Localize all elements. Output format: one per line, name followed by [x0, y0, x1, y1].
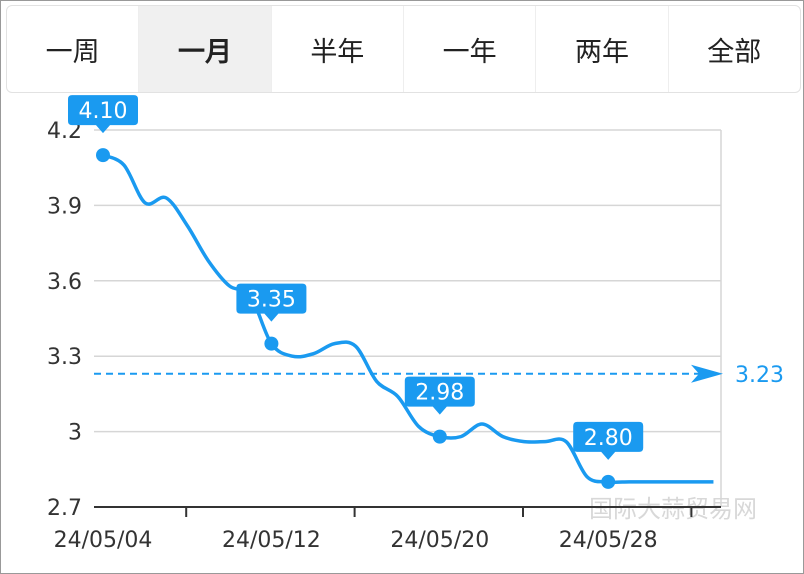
x-tick-label: 24/05/12 — [222, 528, 321, 553]
x-tick-label: 24/05/04 — [54, 528, 153, 553]
tab[interactable]: 一月 — [138, 6, 271, 92]
data-label-box — [573, 421, 644, 460]
tab[interactable]: 一周 — [45, 36, 100, 68]
y-tick-label: 3.6 — [47, 270, 82, 295]
y-tick-label: 3.3 — [47, 345, 82, 370]
data-label: 2.80 — [584, 426, 633, 451]
data-label: 3.35 — [247, 288, 296, 313]
x-tick-label: 24/05/20 — [390, 528, 489, 553]
tab[interactable]: 两年 — [535, 6, 667, 92]
tab[interactable]: 半年 — [270, 6, 403, 92]
y-tick-label: 3 — [68, 421, 82, 446]
y-tick-label: 3.9 — [47, 194, 82, 219]
x-tick-label: 24/05/28 — [559, 528, 658, 553]
y-tick-label: 2.7 — [47, 496, 82, 521]
point — [432, 429, 447, 444]
tab[interactable]: 一年 — [402, 6, 535, 92]
reference-label: 3.23 — [735, 363, 784, 388]
reference-arrow — [691, 364, 723, 383]
data-label-box — [404, 376, 475, 415]
data-label: 2.98 — [415, 381, 464, 406]
point — [264, 336, 279, 351]
tab-bar: 一周 一月 半年 一年 两年 全部 — [6, 5, 801, 93]
data-label-box — [236, 283, 307, 322]
data-label: 4.10 — [79, 99, 128, 124]
point — [96, 148, 110, 163]
data-label-box — [68, 95, 138, 134]
tab[interactable]: 全部 — [667, 6, 800, 92]
point — [601, 474, 616, 489]
watermark: 国际大蒜贸易网 — [589, 495, 757, 523]
